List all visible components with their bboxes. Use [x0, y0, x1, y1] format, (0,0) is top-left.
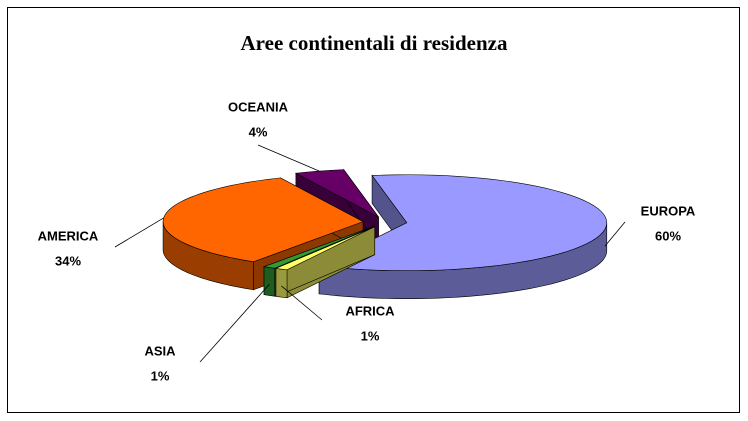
leader-line: [604, 221, 626, 247]
slice-side: [275, 268, 288, 299]
slice-label: EUROPA: [641, 203, 696, 218]
leader-line: [281, 285, 323, 321]
slice-side: [263, 266, 276, 297]
leader-line: [257, 144, 320, 172]
slice-value-label: 4%: [249, 124, 268, 139]
slice-label: AMERICA: [38, 228, 99, 243]
slice-value-label: 34%: [55, 253, 81, 268]
chart-title: Aree continentali di residenza: [241, 31, 508, 55]
slice-label: ASIA: [144, 343, 176, 358]
slice-top: [318, 174, 608, 272]
slice-value-label: 1%: [361, 328, 380, 343]
pie-slice: [274, 226, 376, 299]
slice-top: [294, 169, 379, 218]
leader-line: [114, 217, 164, 248]
slice-top: [274, 226, 375, 271]
slice-value-label: 1%: [151, 368, 170, 383]
slice-label: OCEANIA: [228, 99, 289, 114]
slice-label: AFRICA: [345, 303, 395, 318]
leader-line: [199, 284, 270, 363]
slice-top: [262, 226, 374, 269]
slice-value-label: 60%: [655, 228, 681, 243]
